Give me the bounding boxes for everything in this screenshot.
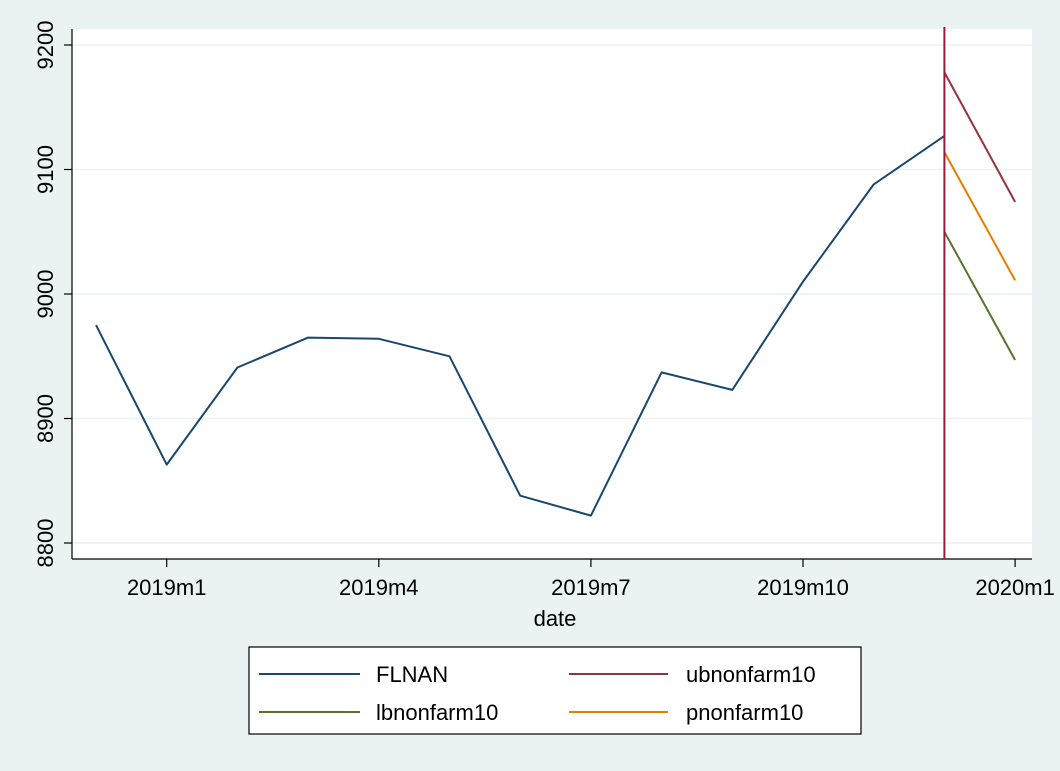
series-line-flnan: [95, 135, 945, 517]
legend-label-ubnonfarm10: ubnonfarm10: [686, 662, 816, 687]
y-tick-label: 9000: [33, 270, 58, 319]
gridlines: [72, 44, 1032, 544]
y-tick-label: 8800: [33, 519, 58, 568]
series-line-lbnonfarm10: [943, 231, 1016, 361]
y-tick-label: 8900: [33, 394, 58, 443]
legend: FLNAN ubnonfarm10 lbnonfarm10 pnonfarm10: [248, 646, 862, 735]
x-tick-label: 2020m1: [975, 575, 1055, 600]
y-tick-label: 9200: [33, 21, 58, 70]
x-tick-label: 2019m7: [551, 575, 631, 600]
series-line-pnonfarm10: [943, 151, 1016, 281]
x-tick-label: 2019m1: [127, 575, 207, 600]
axes: 8800 8900 9000 9100 9200 2019m1 2019m4 2019m7 20…: [33, 21, 1055, 600]
series-line-ubnonfarm10: [943, 71, 1016, 203]
x-axis-title: date: [534, 606, 577, 631]
legend-box: [248, 646, 862, 735]
x-tick-label: 2019m10: [757, 575, 849, 600]
legend-label-pnonfarm10: pnonfarm10: [686, 700, 803, 725]
series-lines: [95, 71, 1016, 517]
y-tick-label: 9100: [33, 145, 58, 194]
legend-label-lbnonfarm10: lbnonfarm10: [376, 700, 498, 725]
legend-label-flnan: FLNAN: [376, 662, 448, 687]
x-tick-label: 2019m4: [339, 575, 419, 600]
